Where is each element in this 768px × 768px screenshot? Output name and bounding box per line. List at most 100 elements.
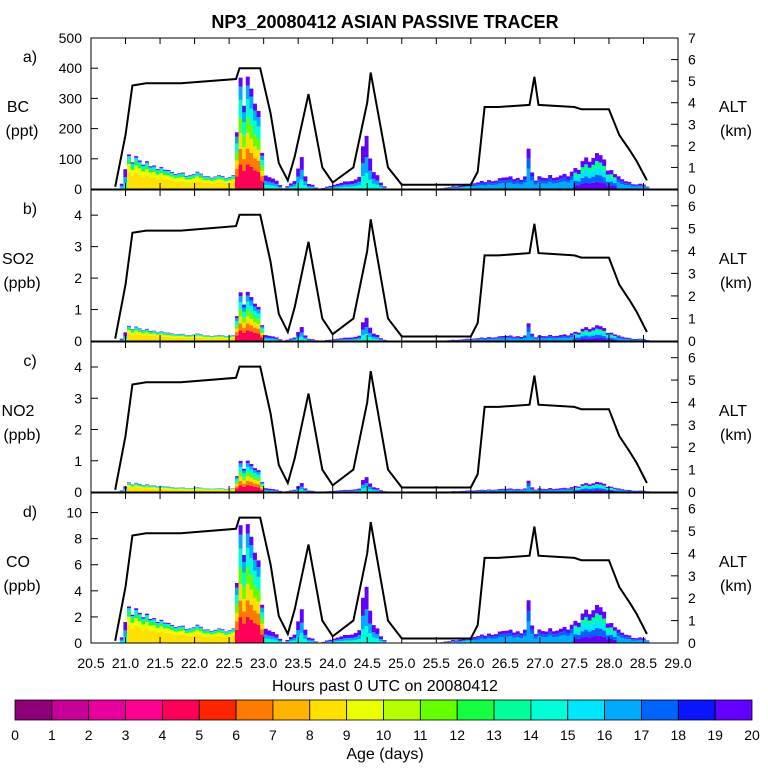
tracer-bar-segment xyxy=(184,335,189,337)
tracer-bar-segment xyxy=(609,181,614,186)
tracer-bar-segment xyxy=(127,326,131,328)
tracer-bar-segment xyxy=(631,184,635,186)
tracer-bar-segment xyxy=(127,483,131,486)
tracer-bar-segment xyxy=(263,489,268,491)
tracer-bar-segment xyxy=(249,466,254,470)
tracer-bar-segment xyxy=(271,631,275,637)
y-tick-label: 10 xyxy=(66,505,82,521)
tracer-bar-segment xyxy=(227,338,232,341)
tracer-bar-segment xyxy=(573,629,578,635)
tracer-bar-segment xyxy=(357,181,362,186)
tracer-bar-segment xyxy=(350,489,355,491)
tracer-bar-segment xyxy=(375,488,380,490)
tracer-bar-segment xyxy=(512,336,517,338)
tracer-bar-segment xyxy=(209,180,214,184)
tracer-bar-segment xyxy=(130,166,135,170)
tracer-bar-segment xyxy=(235,168,239,177)
tracer-bar-segment xyxy=(533,489,538,491)
tracer-bar-segment xyxy=(263,337,268,340)
tracer-bar-segment xyxy=(609,623,614,628)
tracer-bar-segment xyxy=(454,187,459,189)
tracer-bar-segment xyxy=(166,622,171,624)
tracer-bar-segment xyxy=(195,174,200,177)
tracer-bar-segment xyxy=(267,177,272,182)
tracer-bar-segment xyxy=(573,172,578,177)
tracer-bar-segment xyxy=(350,338,355,340)
tracer-bar-segment xyxy=(310,339,315,341)
tracer-bar-segment xyxy=(260,604,265,608)
tracer-bar-segment xyxy=(127,325,131,327)
tracer-bar-segment xyxy=(443,187,448,189)
tracer-bar-segment xyxy=(274,184,279,187)
tracer-bar-segment xyxy=(130,329,135,330)
tracer-bar-segment xyxy=(616,336,621,339)
tracer-bar-segment xyxy=(634,638,639,640)
tracer-bar-segment xyxy=(616,488,621,490)
tracer-bar-segment xyxy=(181,630,185,635)
tracer-bar-segment xyxy=(199,174,203,176)
tracer-bar-segment xyxy=(235,604,239,613)
tracer-bar-segment xyxy=(587,637,592,643)
tracer-bar-segment xyxy=(533,490,538,491)
tracer-bar-segment xyxy=(605,332,610,335)
tracer-bar-segment xyxy=(487,490,491,492)
tracer-bar-segment xyxy=(119,637,124,640)
x-tick-label: 24.0 xyxy=(319,655,346,671)
tracer-bar-segment xyxy=(242,572,247,587)
colorbar-swatch xyxy=(125,699,163,721)
tracer-bar-segment xyxy=(145,328,149,330)
tracer-bar-segment xyxy=(512,489,517,491)
tracer-bar-segment xyxy=(141,624,146,631)
tracer-bar-segment xyxy=(253,317,257,323)
tracer-bar-segment xyxy=(152,165,157,167)
tracer-bar-segment xyxy=(490,489,495,491)
tracer-bar-segment xyxy=(155,487,160,489)
tracer-bar-segment xyxy=(566,489,571,491)
tracer-bar-segment xyxy=(253,472,257,477)
tracer-bar-segment xyxy=(238,117,243,134)
tracer-bar-segment xyxy=(145,329,149,331)
x-tick-label: 26.0 xyxy=(457,655,484,671)
colorbar-swatch xyxy=(493,699,532,721)
tracer-bar-segment xyxy=(188,335,193,336)
tracer-bar-segment xyxy=(627,181,632,184)
tracer-bar-segment xyxy=(227,183,232,189)
species-label: NO2 xyxy=(2,403,35,420)
tracer-bar-segment xyxy=(292,337,297,339)
tracer-bar-segment xyxy=(188,490,193,492)
tracer-bar-segment xyxy=(487,180,491,183)
tracer-bar-segment xyxy=(368,170,373,180)
tracer-bar-segment xyxy=(371,338,376,341)
altitude-line xyxy=(114,67,648,187)
tracer-bar-segment xyxy=(602,488,607,491)
tracer-bar-segment xyxy=(242,586,247,599)
alt-tick-label: 1 xyxy=(688,310,696,326)
colorbar-tick-label: 20 xyxy=(744,727,760,743)
tracer-bar-segment xyxy=(487,633,491,636)
tracer-bar-segment xyxy=(346,638,351,641)
alt-tick-label: 4 xyxy=(688,243,696,259)
tracer-bar-segment xyxy=(253,303,257,307)
tracer-bar-segment xyxy=(159,336,164,341)
tracer-bar-segment xyxy=(170,633,175,643)
tracer-bar-segment xyxy=(613,339,617,341)
tracer-bar-segment xyxy=(253,134,257,147)
tracer-bar-segment xyxy=(127,330,131,334)
tracer-bar-segment xyxy=(220,629,225,630)
tracer-bar-segment xyxy=(353,336,358,339)
tracer-bar-segment xyxy=(616,629,621,633)
tracer-bar-segment xyxy=(292,338,297,340)
tracer-bar-segment xyxy=(339,182,344,186)
tracer-bar-segment xyxy=(224,178,229,180)
tracer-bar-segment xyxy=(605,623,610,628)
tracer-bar-segment xyxy=(335,183,340,186)
tracer-bar-segment xyxy=(181,335,185,338)
tracer-bar-segment xyxy=(260,325,265,327)
colorbar-swatch xyxy=(309,699,348,721)
tracer-bar-segment xyxy=(227,337,232,339)
tracer-bar-segment xyxy=(339,490,344,491)
x-tick-label: 25.0 xyxy=(388,655,415,671)
tracer-bar-segment xyxy=(609,177,614,182)
tracer-bar-segment xyxy=(559,490,563,492)
tracer-bar-segment xyxy=(584,164,589,171)
